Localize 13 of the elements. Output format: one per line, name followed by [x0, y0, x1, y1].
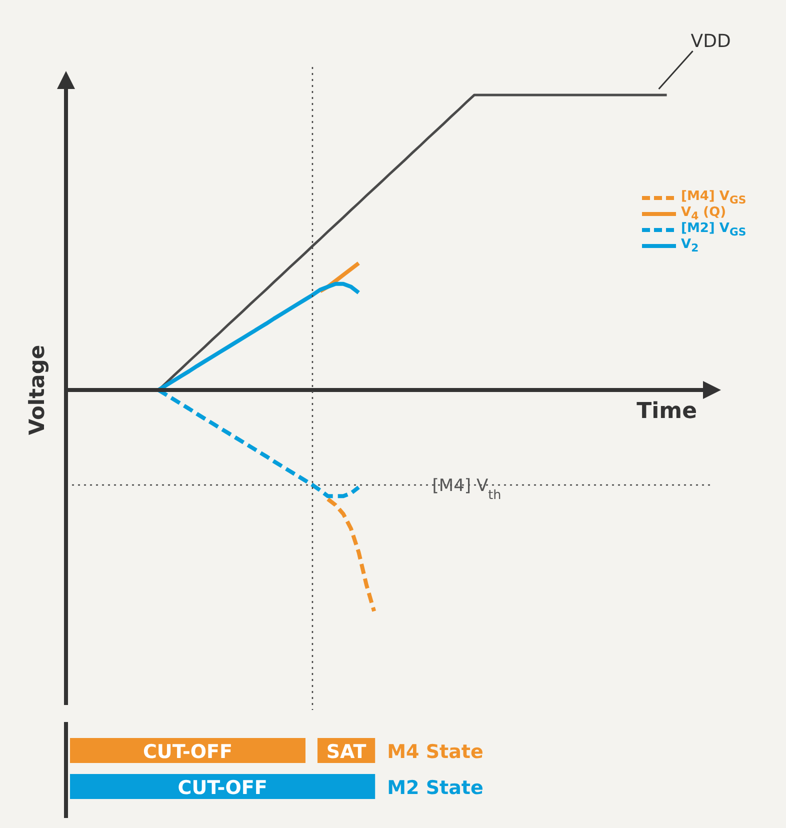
legend-label: V$_{4}$ (Q) [681, 205, 726, 223]
ref-line-label: [M4] V$_{th}$ [432, 476, 502, 502]
legend-label: V$_{2}$ [681, 237, 699, 255]
legend-label: [M2] V$_{GS}$ [681, 221, 746, 239]
state-strip: CUT-OFF [70, 774, 376, 799]
text: VDD [690, 31, 731, 52]
legend-label: [M4] V$_{GS}$ [681, 189, 746, 207]
category-label: M2 State [387, 777, 484, 799]
category-label: M4 State [387, 741, 484, 763]
y-axis-title: Voltage [25, 344, 49, 436]
state-strip: SAT [317, 738, 376, 763]
x-axis-title: Time [636, 399, 697, 424]
state-strip: CUT-OFF [70, 738, 306, 763]
